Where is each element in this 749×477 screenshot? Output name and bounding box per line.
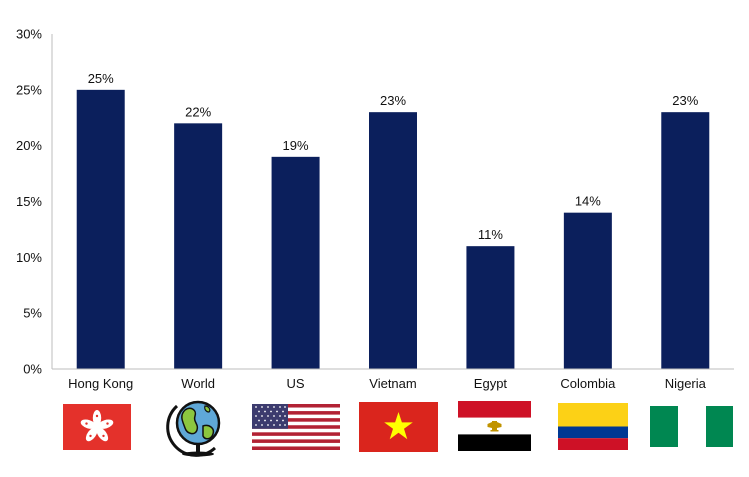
y-tick-label: 10% [16, 250, 42, 265]
y-tick-label: 20% [16, 138, 42, 153]
y-tick-label: 0% [23, 362, 42, 377]
category-label: Colombia [560, 376, 616, 391]
colombia-flag-icon [558, 403, 628, 450]
bar [174, 123, 223, 369]
y-tick-label: 5% [23, 306, 42, 321]
y-tick-label: 25% [16, 82, 42, 97]
data-label: 22% [185, 104, 211, 119]
category-label: US [287, 376, 305, 391]
vietnam-flag-icon [359, 402, 438, 452]
bar [76, 89, 125, 369]
category-label: Hong Kong [68, 376, 133, 391]
data-label: 14% [575, 194, 601, 209]
bars: 25% 22% 19% 23% 11% 14% 23% [76, 71, 710, 370]
data-label: 23% [380, 93, 406, 108]
y-tick-label: 15% [16, 194, 42, 209]
data-label: 23% [672, 93, 698, 108]
bar [369, 112, 417, 370]
y-axis: 0% 5% 10% 15% 20% 25% 30% [16, 27, 53, 377]
bar [661, 112, 710, 370]
category-label: Egypt [474, 376, 508, 391]
bar [271, 156, 320, 369]
globe-icon [166, 400, 221, 457]
bar [563, 212, 612, 369]
category-label: World [181, 376, 215, 391]
x-axis: Hong Kong World US Vietnam Egypt Colombia Nige… [52, 368, 734, 391]
us-flag-icon [252, 404, 340, 450]
hong-kong-flag-icon [63, 404, 131, 450]
category-label: Vietnam [369, 376, 416, 391]
data-label: 19% [283, 138, 309, 153]
category-label: Nigeria [665, 376, 707, 391]
category-icons [63, 400, 733, 457]
data-label: 11% [478, 227, 503, 242]
data-label: 25% [88, 71, 114, 86]
y-tick-label: 30% [16, 27, 42, 42]
nigeria-flag-icon [650, 406, 733, 447]
egypt-flag-icon [458, 401, 531, 451]
bar [466, 246, 515, 369]
